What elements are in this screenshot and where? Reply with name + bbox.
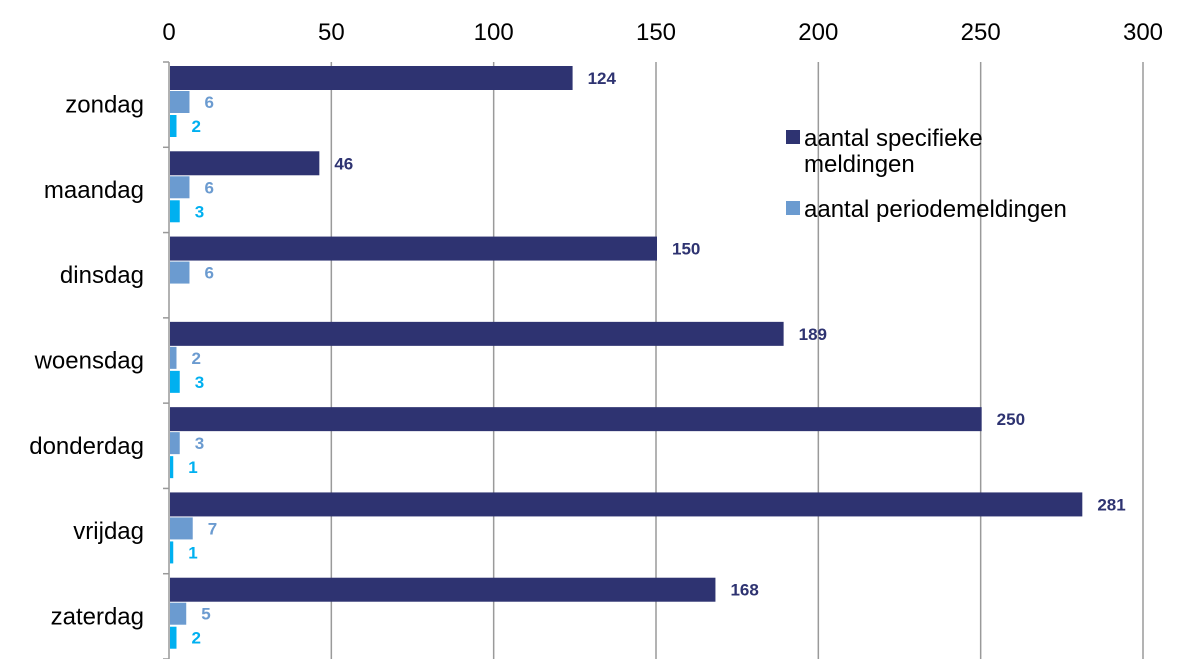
data-label-s3-zaterdag: 2 xyxy=(191,629,200,648)
bar-s3-zondag xyxy=(170,115,177,137)
category-label-zondag: zondag xyxy=(65,92,144,119)
data-label-s2-zondag: 6 xyxy=(204,93,213,112)
category-axis-ticks xyxy=(163,61,169,659)
bar-s1-maandag xyxy=(170,151,320,176)
data-label-s3-maandag: 3 xyxy=(195,202,204,221)
data-label-s2-maandag: 6 xyxy=(204,178,213,197)
data-label-s2-zaterdag: 5 xyxy=(201,605,210,624)
data-label-s1-donderdag: 250 xyxy=(997,410,1025,429)
x-tick-label: 100 xyxy=(474,19,514,46)
data-label-s3-zondag: 2 xyxy=(191,117,200,136)
x-tick-label: 150 xyxy=(636,19,676,46)
x-tick-label: 50 xyxy=(318,19,345,46)
data-label-s1-zaterdag: 168 xyxy=(730,581,758,600)
data-label-s2-donderdag: 3 xyxy=(195,434,204,453)
data-label-s1-zondag: 124 xyxy=(588,69,617,88)
x-tick-label: 200 xyxy=(798,19,838,46)
bar-s2-zondag xyxy=(170,91,190,113)
bar-s1-donderdag xyxy=(170,407,982,432)
bar-s2-woensdag xyxy=(170,346,177,369)
bar-s1-woensdag xyxy=(170,321,784,346)
data-label-s3-donderdag: 1 xyxy=(188,458,197,477)
data-label-s1-vrijdag: 281 xyxy=(1097,495,1125,514)
category-label-maandag: maandag xyxy=(44,177,144,204)
bar-s2-dinsdag xyxy=(170,261,190,284)
legend-swatch-1 xyxy=(786,130,800,144)
bar-s3-woensdag xyxy=(170,370,180,393)
bar-s3-donderdag xyxy=(170,456,174,479)
data-label-s2-vrijdag: 7 xyxy=(208,519,217,538)
value-axis-tick-labels: 0 50 100 150 200 250 300 xyxy=(162,19,1163,46)
data-label-s1-dinsdag: 150 xyxy=(672,240,700,259)
legend-label-1: aantal specifieke xyxy=(804,125,983,152)
x-tick-label: 250 xyxy=(961,19,1001,46)
bar-s1-dinsdag xyxy=(170,236,657,261)
bar-s3-zaterdag xyxy=(170,626,177,649)
data-label-s2-dinsdag: 6 xyxy=(204,264,213,283)
data-label-s1-woensdag: 189 xyxy=(799,325,827,344)
bar-s1-zondag xyxy=(170,66,573,90)
x-tick-label: 300 xyxy=(1123,19,1163,46)
bar-s3-maandag xyxy=(170,200,180,223)
category-labels: zondag maandag dinsdag woensdag donderdag vri… xyxy=(29,92,144,631)
category-label-donderdag: donderdag xyxy=(29,433,144,460)
gridlines xyxy=(330,62,1144,659)
category-label-zaterdag: zaterdag xyxy=(51,603,144,630)
bar-s2-vrijdag xyxy=(170,517,193,540)
data-label-s1-maandag: 46 xyxy=(334,154,353,173)
bar-s2-donderdag xyxy=(170,432,180,455)
category-label-dinsdag: dinsdag xyxy=(60,262,144,289)
category-label-vrijdag: vrijdag xyxy=(73,518,144,545)
category-label-woensdag: woensdag xyxy=(34,348,144,375)
legend-label-2: aantal periodemeldingen xyxy=(804,196,1067,223)
x-tick-label: 0 xyxy=(162,19,175,46)
bar-s1-zaterdag xyxy=(170,577,716,602)
bar-s2-zaterdag xyxy=(170,602,187,625)
bar-s1-vrijdag xyxy=(170,492,1083,517)
legend-swatch-2 xyxy=(786,201,800,215)
bar-s2-maandag xyxy=(170,176,190,199)
data-label-s2-woensdag: 2 xyxy=(191,349,200,368)
data-label-s3-vrijdag: 1 xyxy=(188,543,197,562)
data-label-s3-woensdag: 3 xyxy=(195,373,204,392)
bar-s3-vrijdag xyxy=(170,541,174,564)
legend-label-1: meldingen xyxy=(804,151,915,178)
